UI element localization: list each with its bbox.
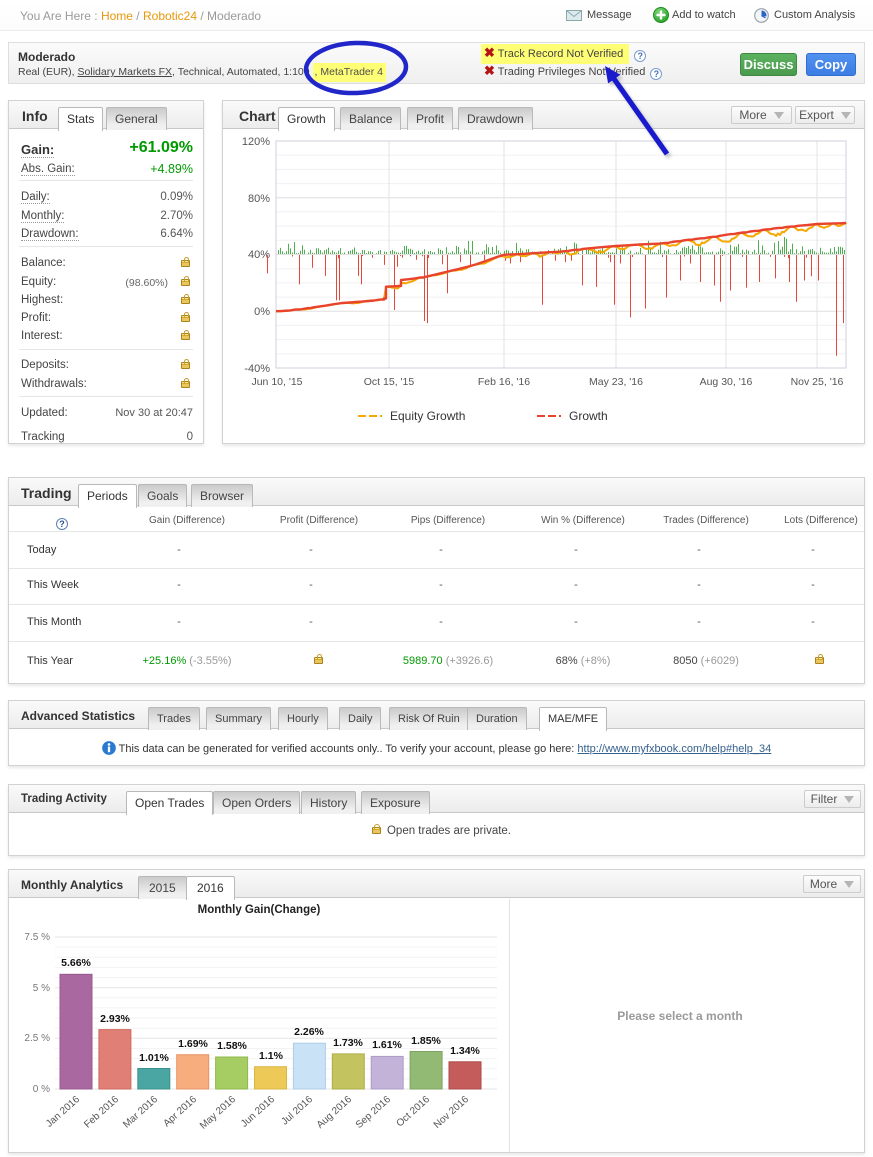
svg-text:1.69%: 1.69% — [178, 1038, 208, 1050]
svg-text:7.5 %: 7.5 % — [24, 932, 50, 943]
svg-text:Feb 16, '16: Feb 16, '16 — [478, 376, 530, 388]
svg-text:2.5 %: 2.5 % — [24, 1033, 50, 1044]
svg-text:Jun 10, '15: Jun 10, '15 — [251, 376, 302, 388]
svg-text:Nov 25, '16: Nov 25, '16 — [791, 376, 844, 388]
svg-text:5 %: 5 % — [33, 983, 50, 994]
svg-text:2.26%: 2.26% — [294, 1026, 324, 1038]
svg-text:Growth: Growth — [569, 409, 608, 423]
svg-text:1.61%: 1.61% — [372, 1039, 402, 1051]
svg-text:1.34%: 1.34% — [450, 1045, 480, 1057]
svg-text:-40%: -40% — [244, 363, 270, 375]
svg-text:5.66%: 5.66% — [61, 957, 91, 969]
svg-text:0%: 0% — [254, 306, 270, 318]
svg-text:Aug 30, '16: Aug 30, '16 — [700, 376, 753, 388]
svg-text:0 %: 0 % — [33, 1084, 50, 1095]
svg-text:1.01%: 1.01% — [139, 1052, 169, 1064]
svg-text:Jul 2016: Jul 2016 — [280, 1094, 316, 1128]
svg-text:1.58%: 1.58% — [217, 1040, 247, 1052]
svg-text:Mar 2016: Mar 2016 — [121, 1094, 160, 1131]
svg-text:1.73%: 1.73% — [333, 1037, 363, 1049]
svg-text:Oct 2016: Oct 2016 — [394, 1094, 432, 1130]
svg-text:2.93%: 2.93% — [100, 1013, 130, 1025]
svg-text:120%: 120% — [242, 136, 270, 148]
svg-text:Apr 2016: Apr 2016 — [161, 1094, 199, 1130]
svg-text:Oct 15, '15: Oct 15, '15 — [364, 376, 415, 388]
svg-text:Nov 2016: Nov 2016 — [432, 1094, 471, 1131]
svg-text:Jun 2016: Jun 2016 — [239, 1094, 277, 1130]
svg-text:1.85%: 1.85% — [411, 1035, 441, 1047]
svg-text:Aug 2016: Aug 2016 — [315, 1094, 355, 1131]
svg-text:1.1%: 1.1% — [259, 1050, 284, 1062]
svg-text:80%: 80% — [248, 193, 270, 205]
svg-text:40%: 40% — [248, 249, 270, 261]
svg-text:Sep 2016: Sep 2016 — [354, 1094, 394, 1131]
svg-text:Equity Growth: Equity Growth — [390, 409, 465, 423]
svg-text:Feb 2016: Feb 2016 — [82, 1094, 121, 1131]
svg-text:May 23, '16: May 23, '16 — [589, 376, 643, 388]
svg-text:May 2016: May 2016 — [198, 1094, 238, 1132]
svg-text:Jan 2016: Jan 2016 — [44, 1094, 82, 1130]
